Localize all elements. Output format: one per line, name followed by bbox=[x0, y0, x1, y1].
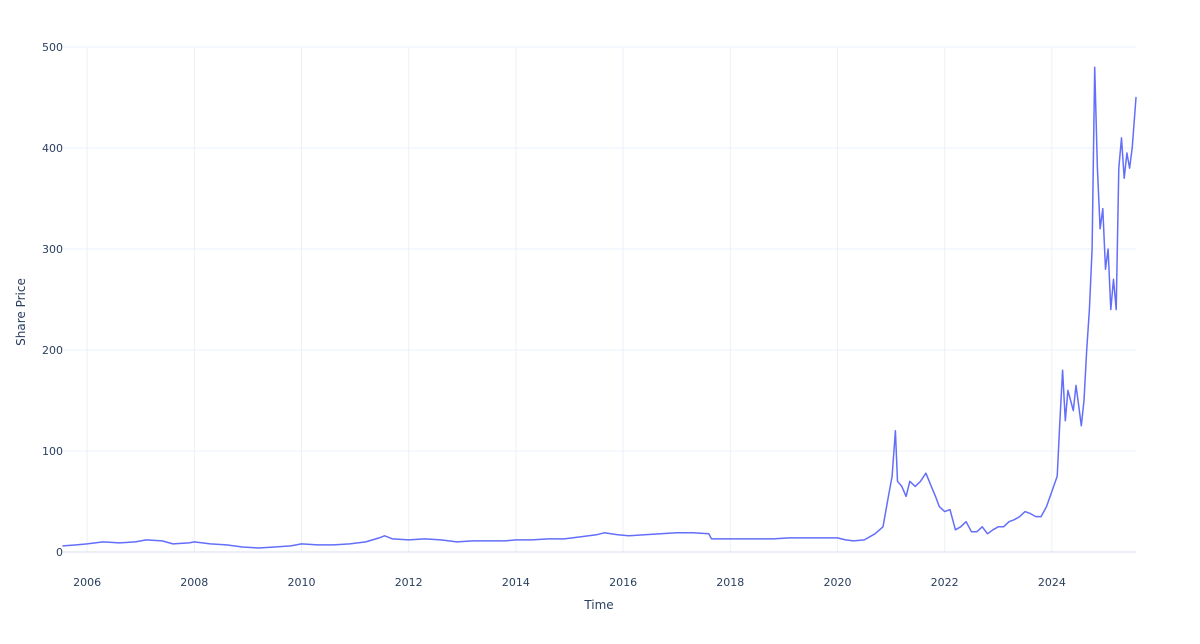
y-axis-ticks: 0 100 200 300 400 500 bbox=[42, 41, 63, 559]
x-axis-ticks: 2006 2008 2010 2012 2014 2016 2018 2020 2022 2024 bbox=[73, 576, 1066, 589]
x-tick-label: 2010 bbox=[288, 576, 316, 589]
x-tick-label: 2008 bbox=[180, 576, 208, 589]
series-layer bbox=[62, 66, 1137, 549]
y-tick-label: 100 bbox=[42, 445, 63, 458]
x-tick-label: 2006 bbox=[73, 576, 101, 589]
x-tick-label: 2016 bbox=[609, 576, 637, 589]
x-tick-label: 2012 bbox=[395, 576, 423, 589]
x-tick-label: 2022 bbox=[931, 576, 959, 589]
y-tick-label: 200 bbox=[42, 344, 63, 357]
x-gridlines bbox=[86, 47, 1053, 552]
y-tick-label: 400 bbox=[42, 142, 63, 155]
y-tick-label: 0 bbox=[56, 546, 63, 559]
x-axis-title: Time bbox=[583, 598, 613, 612]
x-tick-label: 2018 bbox=[716, 576, 744, 589]
x-tick-label: 2024 bbox=[1038, 576, 1066, 589]
x-tick-label: 2014 bbox=[502, 576, 530, 589]
series-line-0 bbox=[62, 66, 1137, 549]
y-tick-label: 500 bbox=[42, 41, 63, 54]
x-tick-label: 2020 bbox=[823, 576, 851, 589]
y-axis-title: Share Price bbox=[14, 278, 28, 346]
y-tick-label: 300 bbox=[42, 243, 63, 256]
y-gridlines bbox=[63, 46, 1136, 553]
